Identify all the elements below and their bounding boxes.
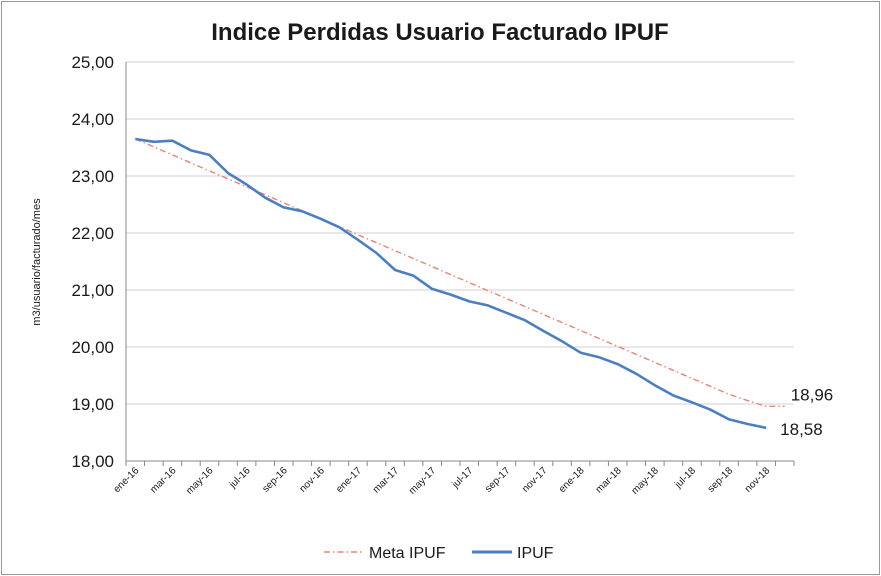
y-tick-label: 21,00 bbox=[71, 281, 114, 300]
x-tick-label: ene-16 bbox=[112, 465, 142, 495]
x-tick-label: mar-18 bbox=[594, 465, 624, 495]
y-axis-label: m3/usuario/facturado/mes bbox=[31, 198, 43, 326]
y-tick-label: 18,00 bbox=[71, 452, 114, 471]
x-tick-label: mar-16 bbox=[148, 465, 178, 495]
y-tick-label: 19,00 bbox=[71, 395, 114, 414]
x-tick-label: may-18 bbox=[630, 465, 662, 497]
ipuf-line bbox=[135, 137, 767, 430]
chart-title: Indice Perdidas Usuario Facturado IPUF bbox=[211, 19, 668, 46]
axes bbox=[125, 62, 795, 466]
x-tick-label: nov-17 bbox=[520, 465, 550, 495]
y-tick-label: 24,00 bbox=[71, 110, 114, 129]
legend: Meta IPUF IPUF bbox=[324, 545, 554, 562]
y-tick-labels: 18,00 19,00 20,00 21,00 22,00 23,00 24,00 25,00 bbox=[71, 53, 114, 471]
x-tick-label: mar-17 bbox=[371, 465, 401, 495]
legend-label-meta-ipuf: Meta IPUF bbox=[369, 545, 446, 562]
x-tick-label: may-16 bbox=[184, 465, 216, 497]
ipuf-end-label: 18,58 bbox=[780, 420, 823, 439]
y-tick-label: 23,00 bbox=[71, 167, 114, 186]
y-tick-label: 20,00 bbox=[71, 338, 114, 357]
x-tick-label: may-17 bbox=[407, 465, 439, 497]
legend-label-ipuf: IPUF bbox=[517, 545, 554, 562]
x-tick-label: ene-17 bbox=[334, 465, 364, 495]
x-tick-label: nov-16 bbox=[298, 465, 328, 495]
x-tick-label: ene-18 bbox=[557, 465, 587, 495]
x-tick-label: sep-17 bbox=[483, 465, 513, 495]
end-labels: 18,96 18,58 bbox=[780, 385, 833, 439]
y-tick-label: 22,00 bbox=[71, 224, 114, 243]
x-tick-label: nov-18 bbox=[743, 465, 773, 495]
meta-ipuf-line bbox=[135, 138, 785, 407]
x-tick-label: jul-17 bbox=[450, 465, 476, 491]
y-tick-label: 25,00 bbox=[71, 53, 114, 72]
x-tick-label: sep-18 bbox=[706, 465, 736, 495]
series-lines bbox=[135, 137, 785, 430]
x-tick-label: jul-16 bbox=[227, 465, 253, 491]
gridlines bbox=[126, 61, 794, 405]
x-tick-labels: ene-16 mar-16 may-16 jul-16 sep-16 nov-16 ene-… bbox=[112, 465, 773, 497]
x-tick-label: sep-16 bbox=[260, 465, 290, 495]
x-tick-label: jul-18 bbox=[672, 465, 698, 491]
meta-ipuf-end-label: 18,96 bbox=[791, 385, 834, 404]
